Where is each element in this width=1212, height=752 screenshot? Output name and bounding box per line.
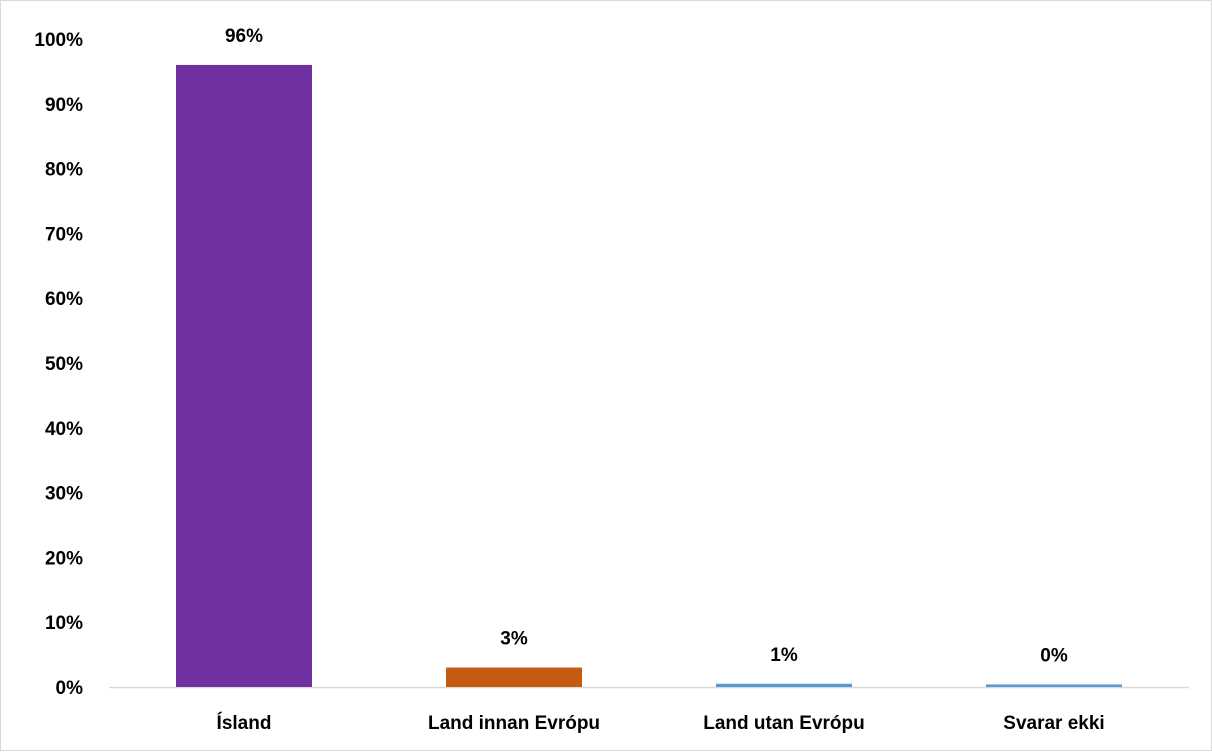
x-category-label: Land utan Evrópu: [703, 713, 865, 734]
data-label: 1%: [770, 645, 798, 666]
bar: [986, 684, 1122, 687]
y-tick-label: 10%: [45, 613, 83, 634]
y-tick-label: 100%: [34, 30, 83, 51]
data-label: 3%: [500, 629, 528, 650]
data-label: 0%: [1040, 645, 1068, 666]
y-tick-label: 90%: [45, 95, 83, 116]
x-category-label: Ísland: [217, 712, 272, 734]
x-category-label: Svarar ekki: [1003, 713, 1104, 734]
bar: [446, 667, 582, 687]
y-tick-label: 60%: [45, 289, 83, 310]
y-tick-label: 80%: [45, 160, 83, 181]
data-label: 96%: [225, 26, 263, 47]
x-category-label: Land innan Evrópu: [428, 713, 600, 734]
y-tick-label: 40%: [45, 419, 83, 440]
y-tick-label: 30%: [45, 484, 83, 505]
y-tick-label: 0%: [56, 678, 84, 699]
y-tick-label: 50%: [45, 354, 83, 375]
bar: [716, 683, 852, 687]
y-tick-label: 20%: [45, 548, 83, 569]
bar: [176, 64, 312, 688]
y-tick-label: 70%: [45, 224, 83, 245]
